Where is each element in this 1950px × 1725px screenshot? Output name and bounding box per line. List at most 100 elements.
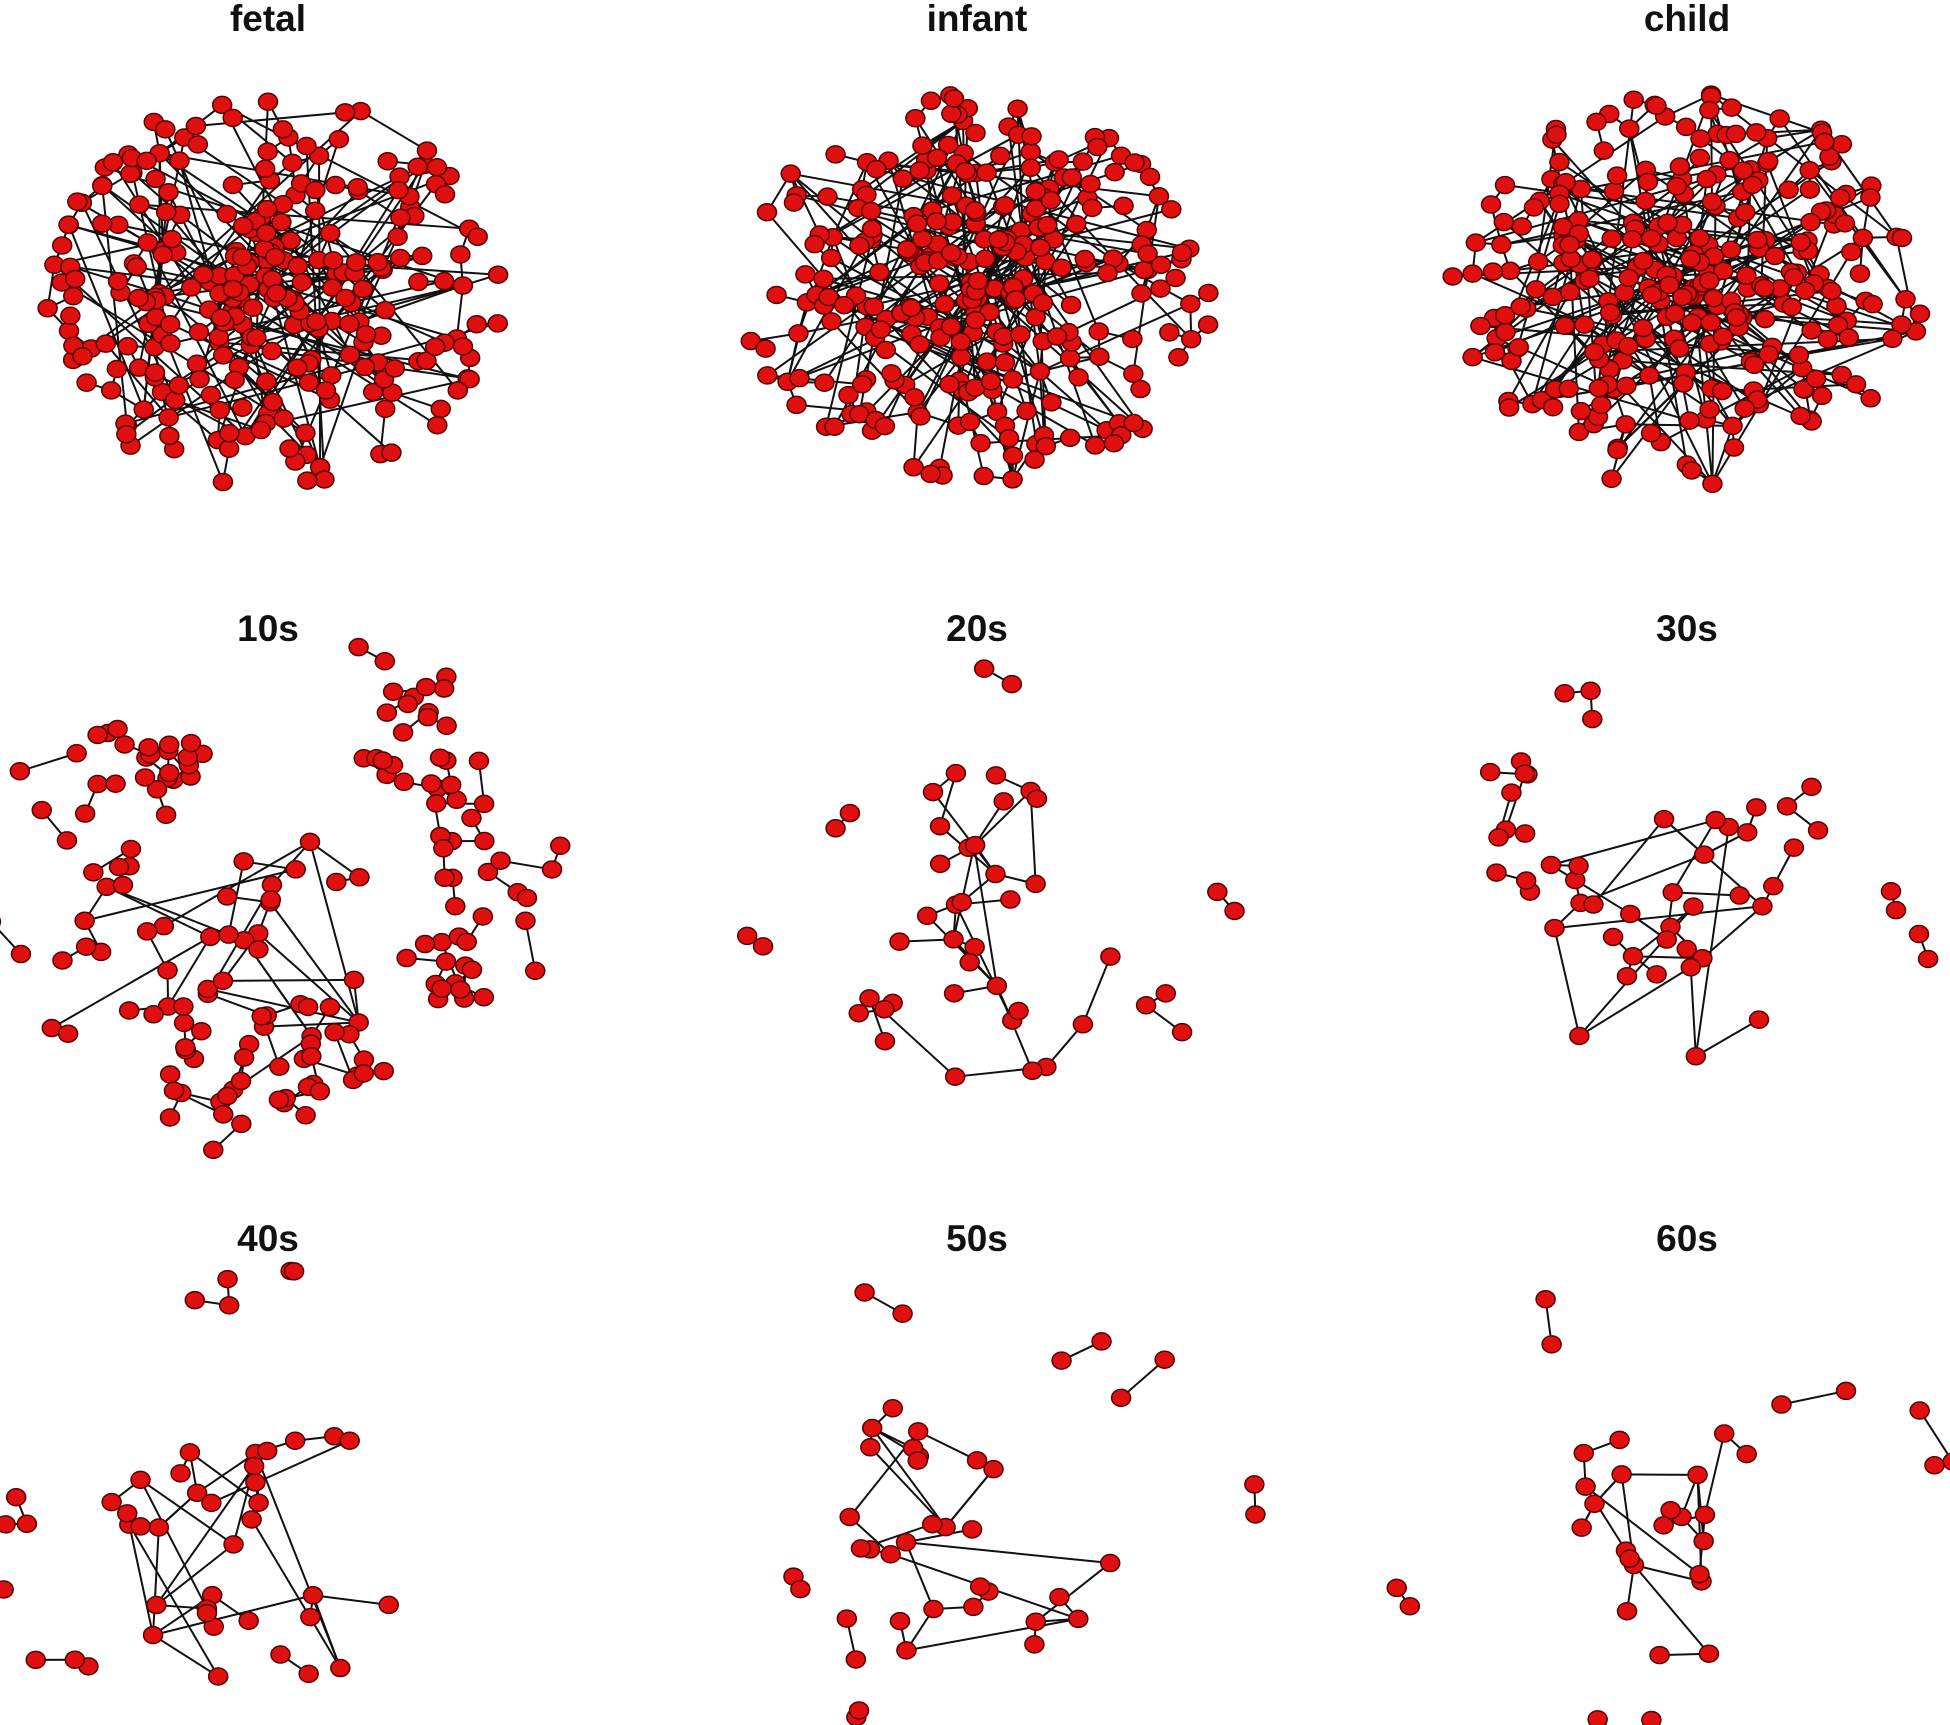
node <box>1754 309 1776 329</box>
edge <box>1568 244 1580 432</box>
node <box>411 246 433 266</box>
node <box>330 1658 351 1678</box>
node <box>994 353 1016 372</box>
node <box>896 1641 917 1660</box>
node <box>1752 897 1773 916</box>
node <box>950 332 972 352</box>
edge <box>1507 291 1571 402</box>
node <box>1639 366 1660 385</box>
edge <box>944 1468 995 1528</box>
node <box>963 1597 984 1617</box>
node <box>1860 188 1881 207</box>
node <box>869 262 890 282</box>
node <box>223 1535 244 1554</box>
node <box>1113 196 1134 216</box>
node <box>102 153 124 172</box>
node <box>173 997 194 1016</box>
edge <box>250 1518 342 1669</box>
node <box>1699 271 1720 290</box>
node <box>1029 362 1051 381</box>
node <box>1122 329 1143 349</box>
node <box>786 395 807 415</box>
node <box>1783 268 1805 287</box>
node <box>381 443 402 462</box>
node <box>66 744 87 763</box>
node <box>1606 166 1628 185</box>
node <box>1542 287 1564 307</box>
node <box>1554 684 1575 703</box>
node <box>1081 198 1103 218</box>
node <box>1040 191 1062 210</box>
node <box>1771 1395 1792 1414</box>
node <box>1549 194 1570 214</box>
edge <box>1695 1018 1760 1058</box>
node <box>1180 294 1201 314</box>
node <box>1024 450 1045 469</box>
node <box>1198 283 1219 303</box>
node <box>1747 230 1768 250</box>
node <box>1838 328 1859 347</box>
edge <box>917 1430 978 1462</box>
node <box>1168 348 1189 367</box>
node <box>940 317 962 336</box>
node <box>1508 337 1529 357</box>
node <box>1525 280 1547 299</box>
node <box>168 376 190 395</box>
node <box>231 247 253 267</box>
node <box>343 970 365 990</box>
node <box>1482 262 1504 281</box>
node <box>256 223 277 243</box>
node <box>1002 370 1024 389</box>
node <box>52 951 73 970</box>
node <box>210 308 232 327</box>
node <box>120 164 141 184</box>
node <box>980 372 1002 391</box>
node <box>196 1603 218 1623</box>
node <box>941 186 963 205</box>
edge <box>1766 162 1815 284</box>
node <box>983 1459 1004 1479</box>
edge <box>830 320 919 413</box>
node <box>961 1520 983 1539</box>
node <box>285 860 306 879</box>
edge <box>1069 357 1120 424</box>
node <box>186 1483 208 1503</box>
node <box>101 1492 122 1512</box>
node <box>25 1650 46 1670</box>
edge <box>1558 161 1813 332</box>
node <box>1089 347 1110 366</box>
node <box>549 836 571 856</box>
node <box>319 223 341 243</box>
node <box>1849 264 1871 283</box>
node <box>1721 98 1742 117</box>
node <box>1666 177 1687 196</box>
node <box>1103 433 1125 453</box>
node <box>161 229 183 249</box>
node <box>1713 261 1734 281</box>
node <box>1790 406 1811 426</box>
node <box>232 216 254 236</box>
node <box>9 761 31 781</box>
node <box>1049 1587 1070 1607</box>
node <box>1025 181 1046 201</box>
edge <box>905 1541 935 1610</box>
node <box>1891 228 1913 248</box>
node <box>298 373 320 392</box>
edge <box>1632 955 1703 960</box>
node <box>241 1510 262 1529</box>
node <box>943 984 965 1003</box>
node <box>254 159 276 179</box>
node <box>1701 192 1723 212</box>
node <box>1681 461 1702 480</box>
node <box>95 334 116 353</box>
node <box>106 359 128 379</box>
node <box>1154 1350 1175 1369</box>
node <box>976 163 997 182</box>
node <box>1037 215 1058 235</box>
node <box>1736 266 1757 285</box>
node <box>955 161 976 181</box>
node <box>158 408 179 427</box>
node <box>339 314 360 334</box>
node <box>1159 323 1180 342</box>
node <box>1479 762 1501 782</box>
